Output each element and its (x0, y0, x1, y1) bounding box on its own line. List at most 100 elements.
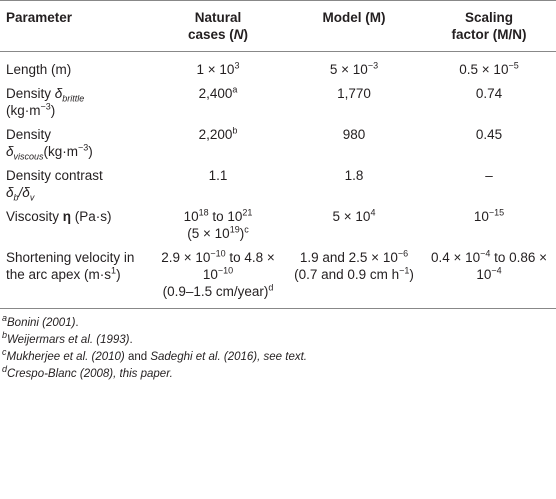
cell-text: / (18, 185, 23, 200)
cell-text: b (2, 330, 8, 341)
cell-text: −10 (217, 265, 234, 276)
table-cell: 0.5 × 10−5 (422, 52, 556, 83)
cell-text: Crespo-Blanc (2008) (7, 368, 114, 380)
footnote: cMukherjee et al. (2010) and Sadeghi et … (2, 347, 554, 366)
cell-text: −1 (399, 265, 410, 276)
cell-text: 1.9 and 2.5 × 10 (299, 250, 398, 265)
cell-text: . (129, 334, 133, 346)
table-body: Length (m) 1 × 103 5 × 10−3 0.5 × 10−5 D… (0, 52, 556, 309)
table-cell: 2,200b (150, 123, 286, 164)
footnote: bWeijermars et al. (1993). (2, 330, 554, 349)
table-cell: 1,770 (286, 82, 422, 123)
cell-text: and (124, 351, 151, 363)
cell-text: c (2, 347, 7, 358)
cell-text: Model (M) (322, 10, 386, 25)
cell-text: c (244, 224, 249, 235)
table-cell: 5 × 10−3 (286, 52, 422, 83)
cell-text: cases ( (187, 27, 234, 42)
cell-text: −3 (40, 101, 51, 112)
cell-text: (0.7 and 0.9 cm h (294, 267, 400, 282)
cell-text: Weijermars et al. (1993) (7, 334, 130, 346)
cell-text: 5 × 10 (332, 209, 371, 224)
cell-text: ) (88, 144, 93, 159)
cell-text: b (232, 125, 238, 136)
table-row: Length (m) 1 × 103 5 × 10−3 0.5 × 10−5 (0, 52, 556, 83)
cell-text: (0.9–1.5 cm/year) (162, 284, 269, 299)
table-cell: 0.74 (422, 82, 556, 123)
cell-text: – (485, 168, 493, 183)
table-cell: 980 (286, 123, 422, 164)
table-cell: 5 × 104 (286, 205, 422, 246)
cell-text: . (75, 317, 79, 329)
table-row: Viscosity η (Pa·s) 1018 to 1021 (5 × 1019… (0, 205, 556, 246)
table-cell: 2,400a (150, 82, 286, 123)
cell-text: to 4.8 × 10 (202, 250, 275, 282)
cell-text: to 0.86 × 10 (476, 250, 548, 282)
cell-text: , this paper. (113, 368, 173, 380)
cell-text: N (233, 27, 244, 42)
table-cell: Viscosity η (Pa·s) (0, 205, 150, 246)
cell-text: −15 (488, 207, 505, 218)
table-row: Density contrast δb/δv 1.1 1.8 – (0, 164, 556, 205)
cell-text: δ (54, 86, 63, 101)
cell-text: −5 (508, 60, 519, 71)
cell-text: 2,400 (198, 86, 233, 101)
cell-text: (kg·m (6, 103, 41, 118)
cell-text: Bonini (2001) (7, 317, 76, 329)
cell-text: 980 (342, 127, 366, 142)
cell-text: (5 × 10 (187, 226, 230, 241)
cell-text: ) (409, 267, 414, 282)
table-cell: 0.45 (422, 123, 556, 164)
cell-text: 0.5 × 10 (459, 62, 509, 77)
cell-text: Shortening velocity in the arc apex (m·s (6, 250, 135, 282)
table-cell: 1.1 (150, 164, 286, 205)
cell-text: 21 (242, 207, 253, 218)
text-fragment: a (2, 313, 7, 323)
cell-text: −3 (78, 142, 89, 153)
cell-text: a (2, 313, 8, 324)
cell-text: Density contrast (6, 168, 103, 183)
cell-text: d (268, 282, 274, 293)
cell-text: 0.4 × 10 (430, 250, 481, 265)
cell-text: Mukherjee et al. (2010) (6, 351, 125, 363)
table-cell: 2.9 × 10−10 to 4.8 × 10−10 (0.9–1.5 cm/ye… (150, 246, 286, 309)
table-cell: Shortening velocity in the arc apex (m·s… (0, 246, 150, 309)
text-fragment: b (2, 330, 7, 340)
table-cell: 1.9 and 2.5 × 10−6 (0.7 and 0.9 cm h−1) (286, 246, 422, 309)
cell-text: 4 (370, 207, 376, 218)
cell-text: Natural (194, 10, 242, 25)
cell-text: , see text. (257, 351, 307, 363)
text-fragment: c (2, 347, 7, 357)
cell-text: factor (M/N) (451, 27, 527, 42)
table-cell: Model (M) (286, 0, 422, 52)
cell-text: 0.45 (475, 127, 503, 142)
cell-text: 1 (111, 265, 117, 276)
table-cell: Density contrast δb/δv (0, 164, 150, 205)
text-fragment: v (30, 193, 35, 203)
table-cell: 1 × 103 (150, 52, 286, 83)
table-cell: Density δviscous(kg·m−3) (0, 123, 150, 164)
footnotes: aBonini (2001). bWeijermars et al. (1993… (0, 309, 556, 383)
cell-text: −10 (210, 248, 226, 259)
cell-text: 2,200 (198, 127, 233, 142)
cell-text: ) (243, 27, 249, 42)
table-cell: 1018 to 1021 (5 × 1019)c (150, 205, 286, 246)
cell-text: η (62, 209, 72, 224)
table-cell: 1.8 (286, 164, 422, 205)
cell-text: δ (6, 185, 14, 200)
text-fragment: viscous (14, 152, 44, 162)
table-row: Density δviscous(kg·m−3) 2,200b 980 0.45 (0, 123, 556, 164)
cell-text: Viscosity (6, 209, 63, 224)
cell-text: 1 × 10 (196, 62, 235, 77)
cell-text: ) (239, 226, 245, 241)
table-header: Parameter Natural cases (N) Model (M) Sca… (0, 0, 556, 52)
data-table: Parameter Natural cases (N) Model (M) Sca… (0, 0, 556, 309)
table-cell: 0.4 × 10−4 to 0.86 × 10−4 (422, 246, 556, 309)
cell-text: 0.74 (475, 86, 503, 101)
table-cell: Density δbrittle (kg·m−3) (0, 82, 150, 123)
text-fragment: brittle (62, 94, 84, 104)
cell-text: −4 (480, 248, 491, 259)
cell-text: (kg·m (43, 144, 79, 159)
cell-text: (Pa·s) (71, 209, 112, 224)
cell-text: −4 (491, 265, 502, 276)
